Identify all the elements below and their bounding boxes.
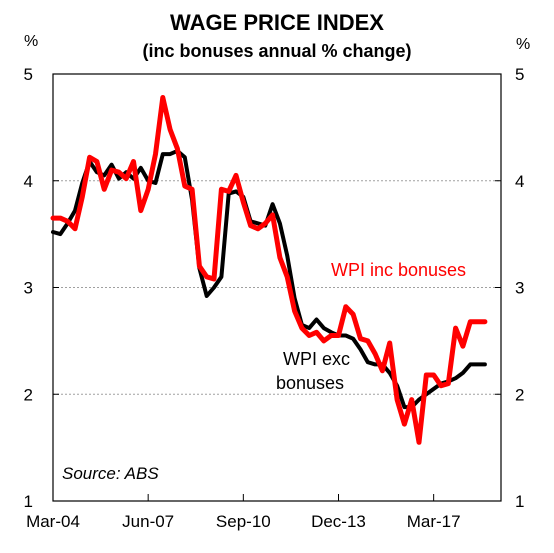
chart-title: WAGE PRICE INDEX <box>170 10 384 35</box>
series-label-inc-bonuses: WPI inc bonuses <box>331 260 466 280</box>
source-note: Source: ABS <box>62 464 159 483</box>
y-tick-label-left: 4 <box>24 172 33 191</box>
series-line-wpi-inc-bonuses <box>50 95 488 445</box>
y-tick-label-right: 3 <box>515 279 524 298</box>
y-tick-label-right: 2 <box>515 385 524 404</box>
y-unit-left: % <box>24 33 38 50</box>
axis-ticks: 1 1 2 2 3 3 4 4 5 5 Mar-04 Jun-07 Sep-10 Dec-13 Mar-17 <box>24 65 525 531</box>
y-tick-label-left: 2 <box>24 385 33 404</box>
series-label-exc-bonuses-line1: WPI exc <box>283 349 350 369</box>
y-tick-label-right: 4 <box>515 172 524 191</box>
y-tick-label-left: 5 <box>24 65 33 84</box>
y-tick-label-right: 1 <box>515 492 524 511</box>
y-tick-label-right: 5 <box>515 65 524 84</box>
y-tick-label-left: 1 <box>24 492 33 511</box>
x-tick-label: Mar-17 <box>407 512 461 531</box>
series-layer <box>50 95 488 445</box>
x-tick-label: Mar-04 <box>26 512 80 531</box>
x-tick-label: Dec-13 <box>311 512 366 531</box>
y-unit-right: % <box>516 36 530 53</box>
series-label-exc-bonuses-line2: bonuses <box>276 373 344 393</box>
x-tick-label: Sep-10 <box>216 512 271 531</box>
x-tick-label: Jun-07 <box>122 512 174 531</box>
y-tick-label-left: 3 <box>24 279 33 298</box>
chart-subtitle: (inc bonuses annual % change) <box>142 41 411 61</box>
